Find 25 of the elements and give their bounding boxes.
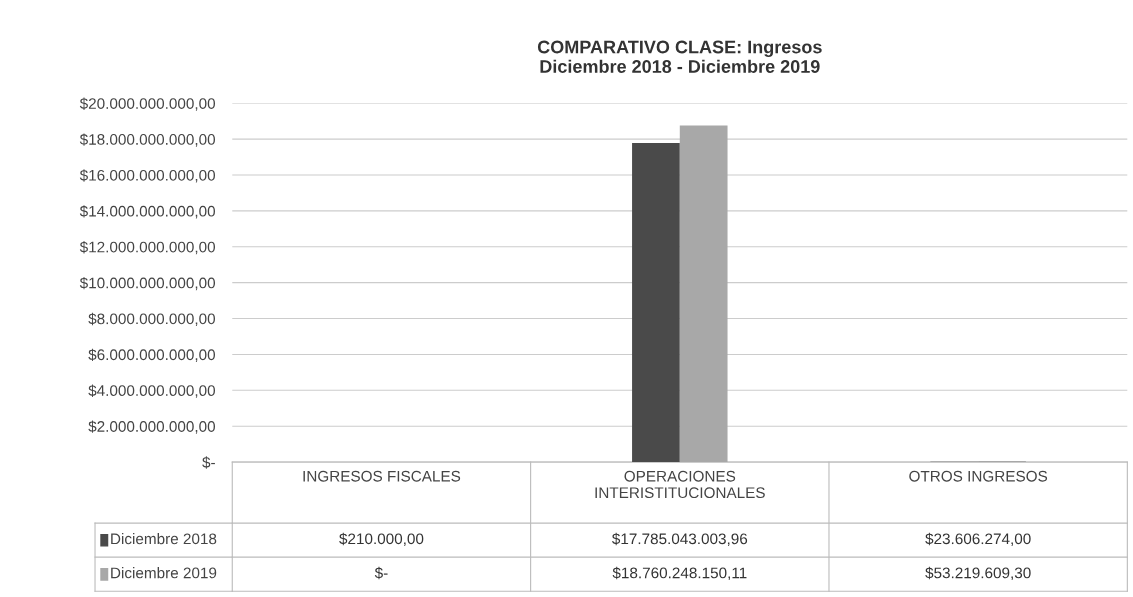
y-tick-label: $18.000.000.000,00 [79,133,216,147]
bar [632,143,680,463]
legend-label: Diciembre 2019 [111,567,217,579]
x-tick-label: OPERACIONES INTERISTITUCIONALES [595,470,765,499]
y-tick-label: $8.000.000.000,00 [88,312,216,327]
y-tick-label: $20.000.000.000,00 [79,97,216,111]
y-tick-label: $10.000.000.000,00 [79,276,216,291]
data-label: $53.219.609,30 [925,566,1031,581]
y-tick-label: $4.000.000.000,00 [88,384,216,398]
y-tick-label: $2.000.000.000,00 [88,420,216,434]
y-tick-label: $14.000.000.000,00 [79,205,216,219]
bar [679,125,728,463]
data-label: $18.760.248.150,11 [612,566,747,581]
data-label: $- [374,566,388,580]
x-tick-label: INGRESOS FISCALES [303,470,461,482]
chart-title: COMPARATIVO CLASE: Ingresos Diciembre 2018 - Diciembre 2019 [537,40,822,73]
x-tick-label: OTROS INGRESOS [909,470,1048,482]
data-label: $210.000,00 [339,532,424,547]
legend-label: Diciembre 2018 [111,533,217,545]
y-tick-label: $12.000.000.000,00 [79,241,216,255]
data-label: $23.606.274,00 [925,532,1031,547]
y-tick-label: $- [202,456,215,469]
data-label: $17.785.043.003,96 [612,532,748,547]
y-tick-label: $6.000.000.000,00 [88,348,216,362]
y-tick-label: $16.000.000.000,00 [79,169,216,183]
